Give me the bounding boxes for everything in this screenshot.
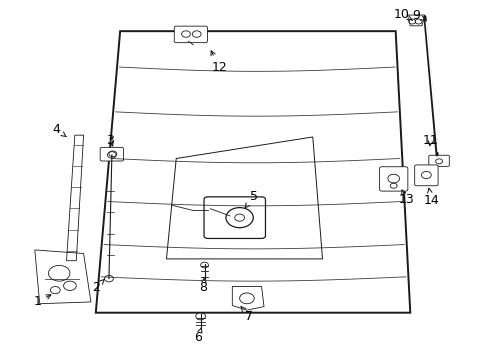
Text: 12: 12 <box>211 51 226 73</box>
Text: 7: 7 <box>240 306 253 323</box>
FancyBboxPatch shape <box>100 147 123 161</box>
Text: 14: 14 <box>423 188 438 207</box>
FancyBboxPatch shape <box>428 155 448 166</box>
Text: 4: 4 <box>53 123 66 136</box>
Text: 1: 1 <box>33 295 51 309</box>
Text: 9: 9 <box>412 9 425 22</box>
Text: 10: 10 <box>393 8 412 21</box>
FancyBboxPatch shape <box>203 197 265 238</box>
Text: 2: 2 <box>92 279 104 294</box>
FancyBboxPatch shape <box>174 26 207 42</box>
FancyBboxPatch shape <box>379 167 407 191</box>
Text: 11: 11 <box>422 134 438 147</box>
FancyBboxPatch shape <box>414 165 437 186</box>
Text: 3: 3 <box>106 134 114 147</box>
Text: 6: 6 <box>194 328 202 344</box>
Text: 5: 5 <box>244 190 258 208</box>
Text: 8: 8 <box>199 278 206 294</box>
Text: 13: 13 <box>398 190 413 206</box>
